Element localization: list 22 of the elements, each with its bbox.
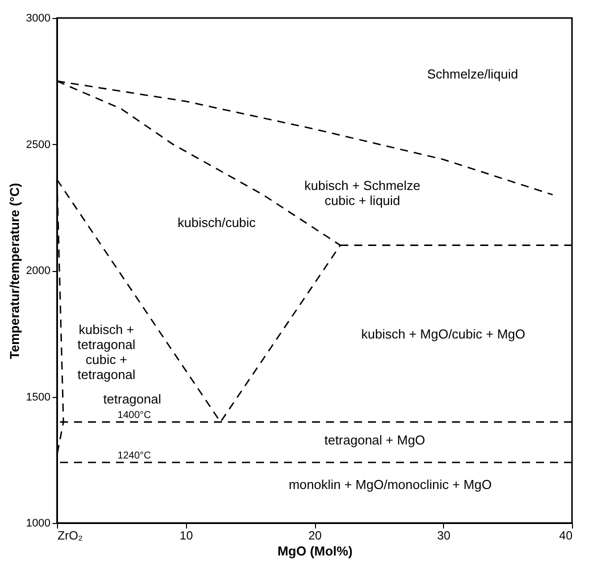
x-tick-label: 20 xyxy=(308,528,322,542)
x-axis-title: MgO (Mol%) xyxy=(277,544,353,558)
x-tick-label: ZrO₂ xyxy=(58,528,84,542)
ref-line-label: 1240°C xyxy=(118,450,151,462)
y-tick-label: 1500 xyxy=(26,391,50,404)
x-tick-label: 40 xyxy=(559,528,573,542)
annotation: kubisch + Schmelze cubic + liquid xyxy=(304,178,420,208)
annotation: tetragonal + MgO xyxy=(324,432,426,448)
x-tick-label: 10 xyxy=(180,528,194,542)
y-tick-label: 3000 xyxy=(26,12,50,24)
y-tick-label: 2500 xyxy=(26,138,50,151)
y-tick-label: 1000 xyxy=(26,518,50,530)
y-axis-title: Temperatur/temperature (°C) xyxy=(7,182,22,360)
annotation: tetragonal xyxy=(103,391,162,406)
y-tick-label: 2000 xyxy=(26,265,50,277)
annotation: Schmelze/liquid xyxy=(427,66,518,82)
ref-line-label: 1400°C xyxy=(118,410,151,421)
annotation: kubisch/cubic xyxy=(178,215,256,230)
x-tick-label: 30 xyxy=(437,528,451,542)
annotation: monoklin + MgO/monoclinic + MgO xyxy=(288,477,492,492)
annotation: kubisch + tetragonal cubic + tetragonal xyxy=(78,322,136,382)
annotation: kubisch + MgO/cubic + MgO xyxy=(361,326,526,342)
